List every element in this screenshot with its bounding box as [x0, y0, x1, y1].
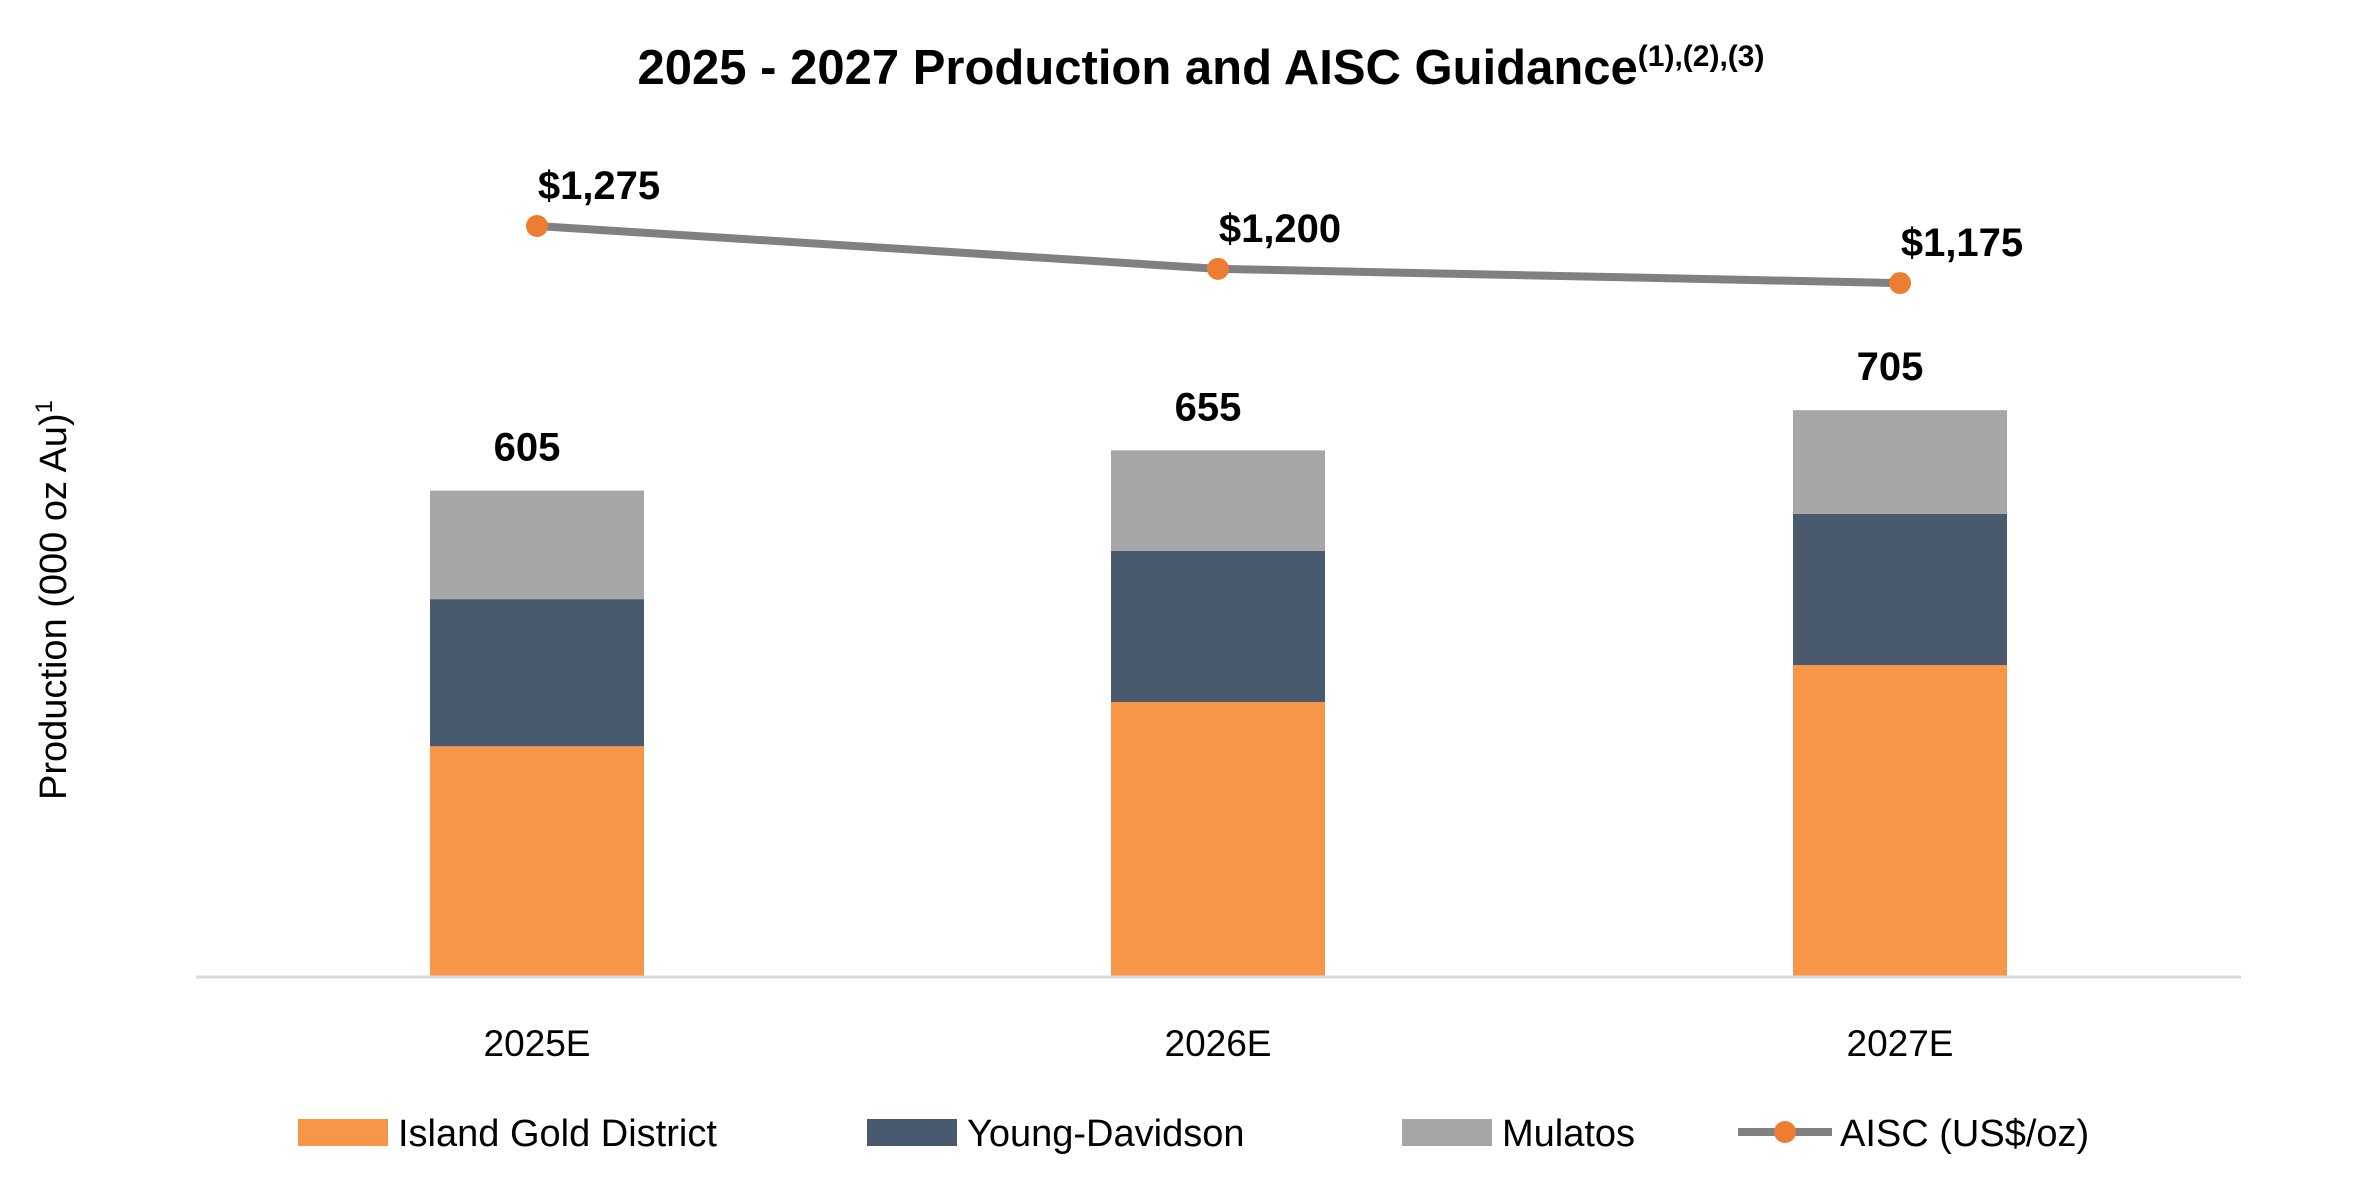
aisc-label: $1,200 [1219, 207, 1341, 251]
total-label: 655 [1175, 385, 1242, 429]
legend: Island Gold District Young-Davidson Mulato… [298, 1113, 2089, 1155]
legend-swatch [867, 1119, 957, 1146]
y-axis-label: Production (000 oz Au)1 [31, 400, 75, 800]
aisc-marker [1207, 257, 1229, 280]
bar-young-davidson-2025E [430, 599, 644, 747]
total-label: 705 [1857, 345, 1924, 389]
legend-label: Island Gold District [398, 1113, 717, 1155]
aisc-marker [1889, 272, 1911, 295]
chart-title-superscript: (1),(2),(3) [1638, 40, 1765, 73]
chart-title: 2025 - 2027 Production and AISC Guidance… [638, 40, 1765, 95]
bar-island-gold-district-2026E [1111, 702, 1325, 977]
bar-young-davidson-2026E [1111, 550, 1325, 703]
bar-island-gold-district-2027E [1793, 665, 2007, 977]
bar-young-davidson-2027E [1793, 513, 2007, 666]
x-tick-label: 2027E [1847, 1023, 1954, 1064]
legend-label: Mulatos [1502, 1113, 1635, 1155]
bar-mulatos-2027E [1793, 410, 2007, 514]
legend-marker [1774, 1121, 1796, 1143]
aisc-marker [526, 215, 548, 237]
bar-island-gold-district-2025E [430, 746, 644, 977]
legend-label: AISC (US$/oz) [1840, 1113, 2089, 1155]
total-label: 605 [494, 426, 561, 470]
legend-swatch [1402, 1119, 1492, 1146]
legend-label: Young-Davidson [967, 1113, 1244, 1155]
aisc-label: $1,275 [538, 164, 660, 208]
bar-mulatos-2026E [1111, 450, 1325, 551]
aisc-label: $1,175 [1901, 221, 2023, 265]
chart-title-text: 2025 - 2027 Production and AISC Guidance [638, 41, 1638, 95]
legend-swatch [298, 1119, 388, 1146]
bar-mulatos-2025E [430, 490, 644, 600]
x-tick-label: 2025E [484, 1023, 591, 1064]
x-tick-label: 2026E [1165, 1023, 1272, 1064]
